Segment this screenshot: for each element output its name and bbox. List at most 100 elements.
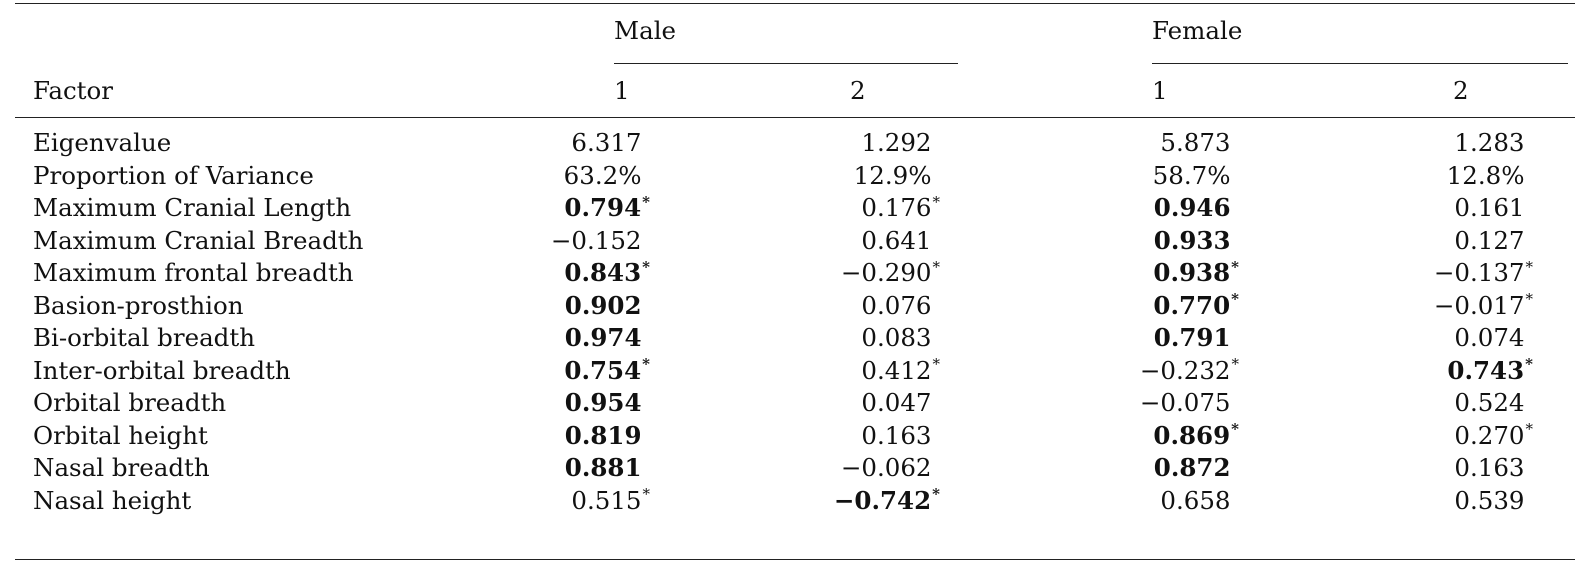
top-rule (15, 3, 1575, 4)
cell-value: 0.641 (861, 225, 932, 255)
row-label: Maximum Cranial Breadth (33, 225, 364, 255)
cell-value: 0.819 (564, 420, 642, 450)
cell-male-2: −0.062* (841, 453, 940, 483)
cell-male-1: 0.881* (565, 453, 650, 483)
cell-male-2: 1.292* (861, 128, 940, 158)
cell-value: 0.161 (1454, 193, 1525, 222)
row-label: Maximum Cranial Length (33, 193, 352, 222)
cell-value: 58.7% (1152, 160, 1231, 190)
row-label: Bi-orbital breadth (33, 323, 255, 352)
cell-female-1: 58.7%* (1153, 161, 1239, 191)
cell-value: −0.062 (840, 453, 932, 482)
cell-male-1: 0.515* (571, 486, 650, 516)
cell-value: −0.232 (1139, 355, 1231, 385)
cell-value: −0.137 (1433, 258, 1525, 287)
significance-asterisk: * (1525, 355, 1533, 374)
cell-value: 0.515 (571, 485, 642, 515)
significance-asterisk: * (1525, 290, 1534, 309)
cell-value: 0.743 (1447, 355, 1525, 385)
cell-male-1: −0.152* (551, 226, 650, 256)
cell-male-2: −0.290* (841, 258, 940, 288)
cell-value: 0.658 (1160, 485, 1231, 515)
row-label: Nasal breadth (33, 453, 210, 482)
row-label: Maximum frontal breadth (33, 258, 354, 287)
significance-asterisk: * (642, 355, 650, 374)
cell-value: 0.902 (564, 290, 642, 320)
significance-asterisk: * (1231, 355, 1240, 374)
cell-value: 0.946 (1153, 193, 1231, 222)
cell-female-2: 0.161* (1454, 193, 1533, 223)
cell-value: 0.791 (1153, 323, 1231, 352)
cell-male-2: 0.163* (861, 421, 940, 451)
cell-value: 0.933 (1153, 225, 1231, 255)
cell-male-1: 0.974* (565, 323, 650, 353)
cell-male-2: 0.176* (861, 193, 940, 223)
column-header-factor: Factor (33, 76, 113, 105)
header-rule (15, 117, 1575, 118)
cell-value: 63.2% (563, 160, 642, 190)
cell-value: 1.283 (1454, 128, 1525, 157)
cell-value: 0.539 (1454, 485, 1525, 515)
cell-value: 0.163 (861, 420, 932, 450)
cell-female-1: 0.791* (1154, 323, 1239, 353)
row-label: Orbital breadth (33, 388, 227, 417)
significance-asterisk: * (642, 257, 650, 276)
cell-female-2: 0.074* (1454, 323, 1533, 353)
column-header-male-1: 1 (614, 76, 630, 105)
cell-male-1: 0.902* (565, 291, 650, 321)
cell-female-1: 0.872* (1154, 453, 1239, 483)
cell-male-1: 6.317* (571, 128, 650, 158)
column-header-female-1: 1 (1152, 76, 1168, 105)
cell-male-2: 0.076* (861, 291, 940, 321)
cell-value: 6.317 (571, 128, 642, 157)
cell-value: 0.412 (861, 355, 932, 385)
cell-value: −0.742 (833, 485, 932, 515)
cell-male-2: 12.9%* (854, 161, 940, 191)
significance-asterisk: * (932, 355, 941, 374)
significance-asterisk: * (932, 192, 941, 211)
significance-asterisk: * (642, 485, 651, 504)
cell-value: 0.954 (564, 388, 642, 417)
cell-female-2: 0.127* (1454, 226, 1533, 256)
significance-asterisk: * (642, 192, 650, 211)
cell-female-1: 0.770* (1153, 291, 1239, 321)
cell-value: 0.270 (1454, 420, 1525, 450)
cell-value: 0.127 (1454, 225, 1525, 255)
row-label: Proportion of Variance (33, 160, 314, 190)
significance-asterisk: * (932, 257, 941, 276)
significance-asterisk: * (1231, 420, 1239, 439)
cell-value: 0.770 (1153, 290, 1231, 320)
cell-value: 0.869 (1153, 420, 1231, 450)
bottom-rule (15, 559, 1575, 560)
group-header-male: Male (614, 16, 677, 45)
cell-male-2: −0.742* (834, 486, 940, 516)
cell-female-1: −0.232* (1140, 356, 1239, 386)
cell-male-1: 0.819* (565, 421, 650, 451)
significance-asterisk: * (1525, 257, 1534, 276)
cell-female-2: −0.137* (1434, 258, 1533, 288)
cell-male-2: 0.412* (861, 356, 940, 386)
cell-female-1: 0.869* (1153, 421, 1239, 451)
cell-female-1: 0.946* (1154, 193, 1239, 223)
significance-asterisk: * (1231, 257, 1239, 276)
cell-value: 0.881 (564, 453, 642, 482)
cell-value: 0.176 (861, 193, 932, 222)
cell-value: 0.524 (1454, 388, 1525, 417)
cell-male-1: 0.843* (564, 258, 650, 288)
significance-asterisk: * (1525, 420, 1534, 439)
cell-female-2: 1.283* (1454, 128, 1533, 158)
cell-value: 12.8% (1446, 160, 1525, 190)
cell-female-2: 0.524* (1454, 388, 1533, 418)
row-label: Inter-orbital breadth (33, 355, 291, 385)
group-header-female: Female (1152, 16, 1243, 45)
column-header-female-2: 2 (1453, 76, 1469, 105)
cell-female-1: 0.938* (1153, 258, 1239, 288)
cell-value: 0.074 (1454, 323, 1525, 352)
row-label: Basion-prosthion (33, 290, 244, 320)
cell-value: 0.047 (861, 388, 932, 417)
cell-value: 0.754 (564, 355, 642, 385)
cell-value: 1.292 (861, 128, 932, 157)
cell-female-1: 5.873* (1160, 128, 1239, 158)
cell-value: −0.075 (1139, 388, 1231, 417)
